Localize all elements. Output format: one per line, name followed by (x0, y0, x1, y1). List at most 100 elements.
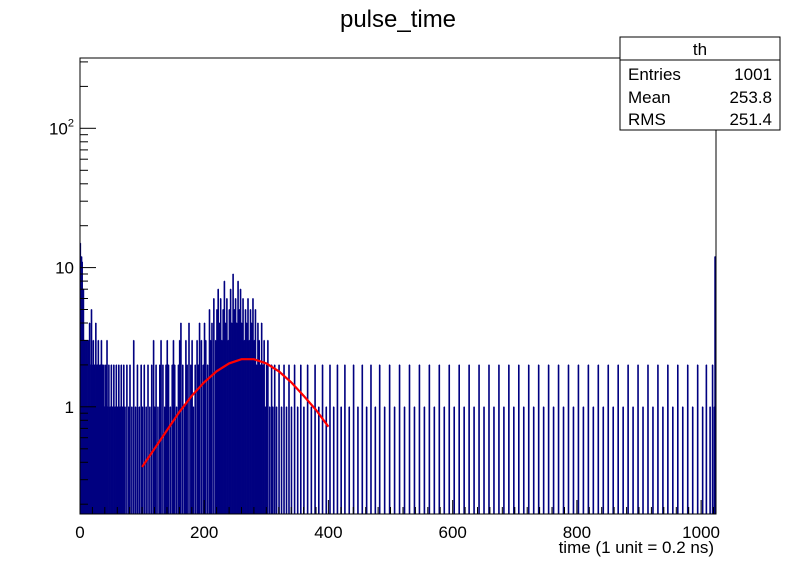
histogram-bin-60 (127, 406, 130, 514)
histogram-bin-134 (239, 288, 242, 514)
y-axis: 1 10 102 (49, 61, 96, 505)
histogram-bin-135 (240, 322, 243, 514)
histogram-bin-244 (647, 364, 649, 514)
histogram-bin-221 (532, 406, 535, 514)
histogram-bin-158 (270, 364, 273, 514)
histogram-bin-152 (262, 364, 264, 514)
histogram-bin-87 (172, 339, 175, 514)
histogram-bin-200 (428, 364, 431, 514)
histogram-bin-240 (627, 364, 629, 514)
histogram-bin-147 (255, 364, 258, 514)
histogram-bin-149 (258, 339, 260, 514)
stats-rms-value: 251.4 (729, 110, 772, 129)
histogram-bin-136 (242, 297, 244, 514)
histogram-bin-65 (136, 364, 139, 514)
histogram-bin-232 (587, 364, 590, 514)
histogram-bin-109 (206, 364, 209, 514)
histogram-bin-216 (508, 364, 510, 514)
histogram-bin-133 (238, 309, 241, 514)
histogram-bin-129 (233, 309, 236, 514)
histogram-bin-236 (607, 364, 610, 514)
histogram-bin-167 (290, 406, 293, 514)
histogram-bin-228 (567, 364, 570, 514)
histogram-bin-68 (141, 406, 144, 514)
histogram-bin-174 (314, 364, 316, 514)
histogram-bin-88 (173, 364, 176, 514)
histogram-bin-138 (244, 309, 247, 514)
histogram-bin-102 (196, 339, 198, 514)
x-tick-label-0: 0 (75, 523, 84, 542)
histogram-bin-171 (303, 406, 305, 514)
x-tick-label-4: 800 (563, 523, 591, 542)
histogram-bin-101 (194, 364, 197, 514)
histogram-bin-130 (234, 297, 237, 514)
histogram-bin-191 (383, 406, 386, 514)
histogram-bin-159 (272, 406, 274, 514)
histogram-bin-75 (154, 406, 156, 514)
stats-mean-label: Mean (628, 88, 671, 107)
x-tick-label-3: 600 (439, 523, 467, 542)
histogram-bin-184 (352, 364, 355, 514)
histogram-bin-93 (181, 364, 184, 514)
histogram-bin-110 (208, 309, 211, 514)
histogram-bin-125 (228, 309, 231, 514)
histogram-bin-141 (248, 339, 251, 514)
histogram-bin-162 (278, 364, 280, 514)
histogram-bin-99 (191, 339, 193, 514)
x-axis-title: time (1 unit = 0.2 ns) (559, 538, 714, 557)
histogram-bin-96 (186, 364, 188, 514)
histogram-bin-208 (468, 364, 470, 514)
histogram-bin-61 (129, 364, 131, 514)
histogram-bin-49 (113, 364, 115, 514)
histogram-bin-127 (231, 322, 233, 514)
histogram-bin-214 (498, 364, 500, 514)
histogram-bin-233 (592, 406, 595, 514)
histogram-bin-229 (572, 406, 575, 514)
histogram-bin-128 (232, 273, 234, 514)
histogram-bin-153 (263, 339, 265, 514)
x-axis: 0 200 400 600 800 1000 (75, 500, 720, 542)
histogram-bin-142 (249, 309, 252, 514)
histogram-bin-203 (443, 406, 446, 514)
histogram-bin-90 (177, 364, 180, 514)
fit-curve (141, 358, 330, 468)
histogram-bin-155 (265, 364, 268, 514)
histogram-bin-81 (163, 406, 166, 514)
histogram-bin-63 (132, 339, 135, 514)
histogram-bin-253 (691, 406, 694, 514)
histogram-bin-199 (423, 406, 426, 514)
histogram-bin-168 (293, 364, 296, 514)
histogram-bin-249 (672, 406, 674, 514)
histogram-bin-157 (268, 406, 271, 514)
histogram-bin-72 (149, 406, 151, 514)
histogram-bin-113 (213, 297, 215, 514)
histogram-bin-62 (131, 406, 133, 514)
histogram-bin-85 (169, 406, 172, 514)
histogram-bin-256 (705, 364, 708, 514)
histogram-bin-92 (180, 322, 182, 514)
histogram-bin-120 (222, 309, 224, 514)
histogram-bin-82 (165, 364, 167, 514)
histogram-bin-211 (483, 406, 485, 514)
histogram-bin-111 (209, 339, 212, 514)
histogram-bin-51 (115, 364, 118, 514)
histogram-bin-225 (552, 406, 555, 514)
histogram-bin-248 (667, 364, 669, 514)
histogram-bin-165 (285, 406, 288, 514)
histogram-bin-238 (617, 364, 619, 514)
histogram-bin-76 (155, 364, 157, 514)
histogram-bin-241 (632, 406, 634, 514)
histogram-bin-139 (245, 322, 248, 514)
histogram-bin-213 (493, 406, 495, 514)
histogram-bin-224 (547, 364, 550, 514)
histogram-bin-44 (106, 406, 109, 514)
y-tick-label-1: 10 (55, 259, 74, 278)
histogram-bin-80 (162, 364, 164, 514)
histogram-bin-58 (124, 406, 126, 514)
histogram-bin-100 (192, 406, 195, 514)
histogram-bin-234 (597, 364, 600, 514)
stats-mean-value: 253.8 (729, 88, 772, 107)
histogram-bin-50 (114, 406, 116, 514)
histogram-bin-245 (652, 406, 654, 514)
